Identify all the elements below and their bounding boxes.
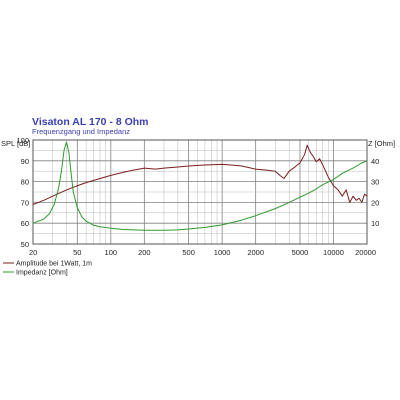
y-left-tick-label: 60 [21,219,29,228]
x-tick-label: 100 [105,248,118,257]
x-tick-label: 5000 [292,248,309,257]
chart-subtitle: Frequenzgang und Impedanz [32,127,130,136]
legend-label-spl: Amplitude bei 1Watt, 1m [16,261,92,268]
x-tick-label: 500 [182,248,195,257]
y-right-tick-label: 10 [371,219,379,228]
x-tick-label: 50 [73,248,81,257]
x-tick-labels: 20 50 100 200 500 1000 2000 5000 10000 20000 [29,248,376,257]
y-right-tick-label: 20 [371,198,379,207]
x-tick-label: 2000 [247,248,264,257]
y-left-tick-label: 70 [21,198,29,207]
y-left-tick-label: 50 [21,240,29,249]
x-tick-label: 1000 [214,248,231,257]
y-right-tick-label: 30 [371,178,379,187]
plot-area [32,139,368,245]
y-right-tick-label: 40 [371,157,379,166]
x-tick-label: 200 [138,248,151,257]
x-tick-label: 10000 [323,248,344,257]
series-layer [32,141,368,231]
grid [33,140,367,244]
x-tick-label: 20 [29,248,37,257]
chart-title: Visaton AL 170 - 8 Ohm [32,116,149,128]
y-left-axis-label: SPL [dB] [1,139,30,148]
impedance-series-line [32,141,368,231]
y-right-tick-labels: 10 20 30 40 [371,157,379,228]
y-left-tick-label: 90 [21,157,29,166]
x-tick-label: 20000 [355,248,376,257]
legend-label-impedance: Impedanz [Ohm] [16,270,68,277]
y-left-tick-labels: 50 60 70 80 90 100 [16,136,29,249]
y-right-axis-label: Z [Ohm] [368,139,395,148]
legend: Amplitude bei 1Watt, 1m Impedanz [Ohm] [3,261,92,277]
y-left-tick-label: 100 [16,136,29,145]
spl-series-line [32,144,368,205]
y-left-tick-label: 80 [21,178,29,187]
